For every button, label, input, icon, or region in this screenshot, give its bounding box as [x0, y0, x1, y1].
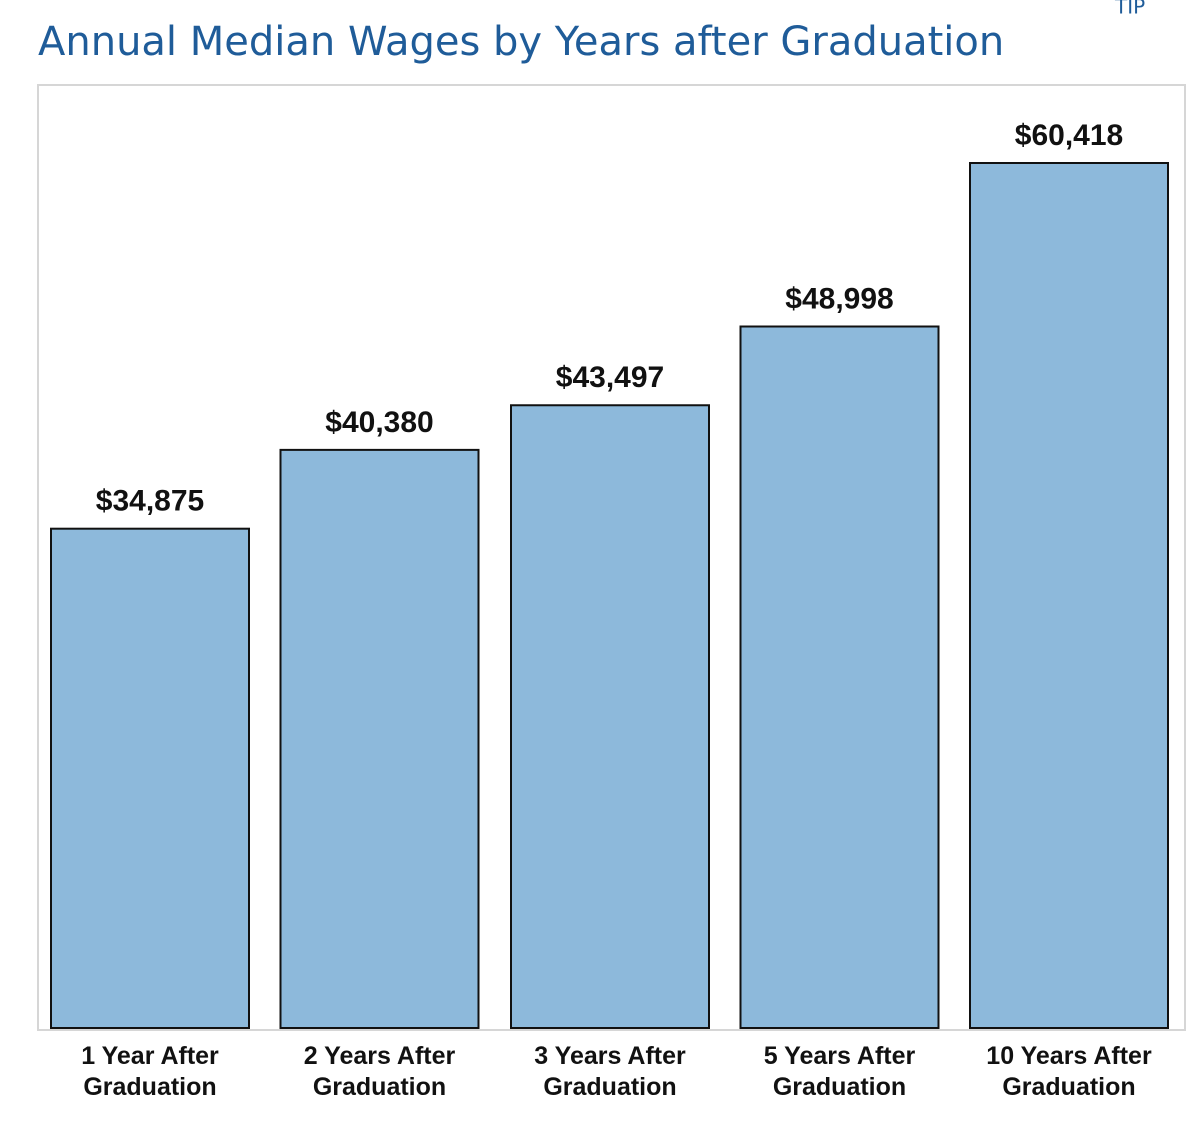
value-label: $60,418 [1015, 119, 1123, 152]
value-label: $34,875 [96, 485, 204, 518]
x-tick-label: 1 Year After Graduation [81, 1042, 219, 1101]
chart-title: Annual Median Wages by Years after Gradu… [38, 19, 1004, 65]
bar [510, 404, 710, 1029]
x-tick-label: 2 Years After Graduation [303, 1042, 456, 1101]
bar [739, 325, 940, 1030]
value-label: $48,998 [785, 282, 893, 315]
bar [279, 448, 480, 1029]
bar [50, 527, 250, 1029]
x-tick-label: 5 Years After Graduation [763, 1042, 916, 1101]
tip-note: TIP [1114, 0, 1145, 19]
bar [969, 162, 1169, 1029]
value-label: $43,497 [556, 361, 664, 394]
x-tick-label: 10 Years After Graduation [986, 1042, 1152, 1101]
x-tick-label: 3 Years After Graduation [534, 1042, 686, 1101]
value-label: $40,380 [325, 406, 433, 439]
plot-frame [37, 84, 1186, 1031]
